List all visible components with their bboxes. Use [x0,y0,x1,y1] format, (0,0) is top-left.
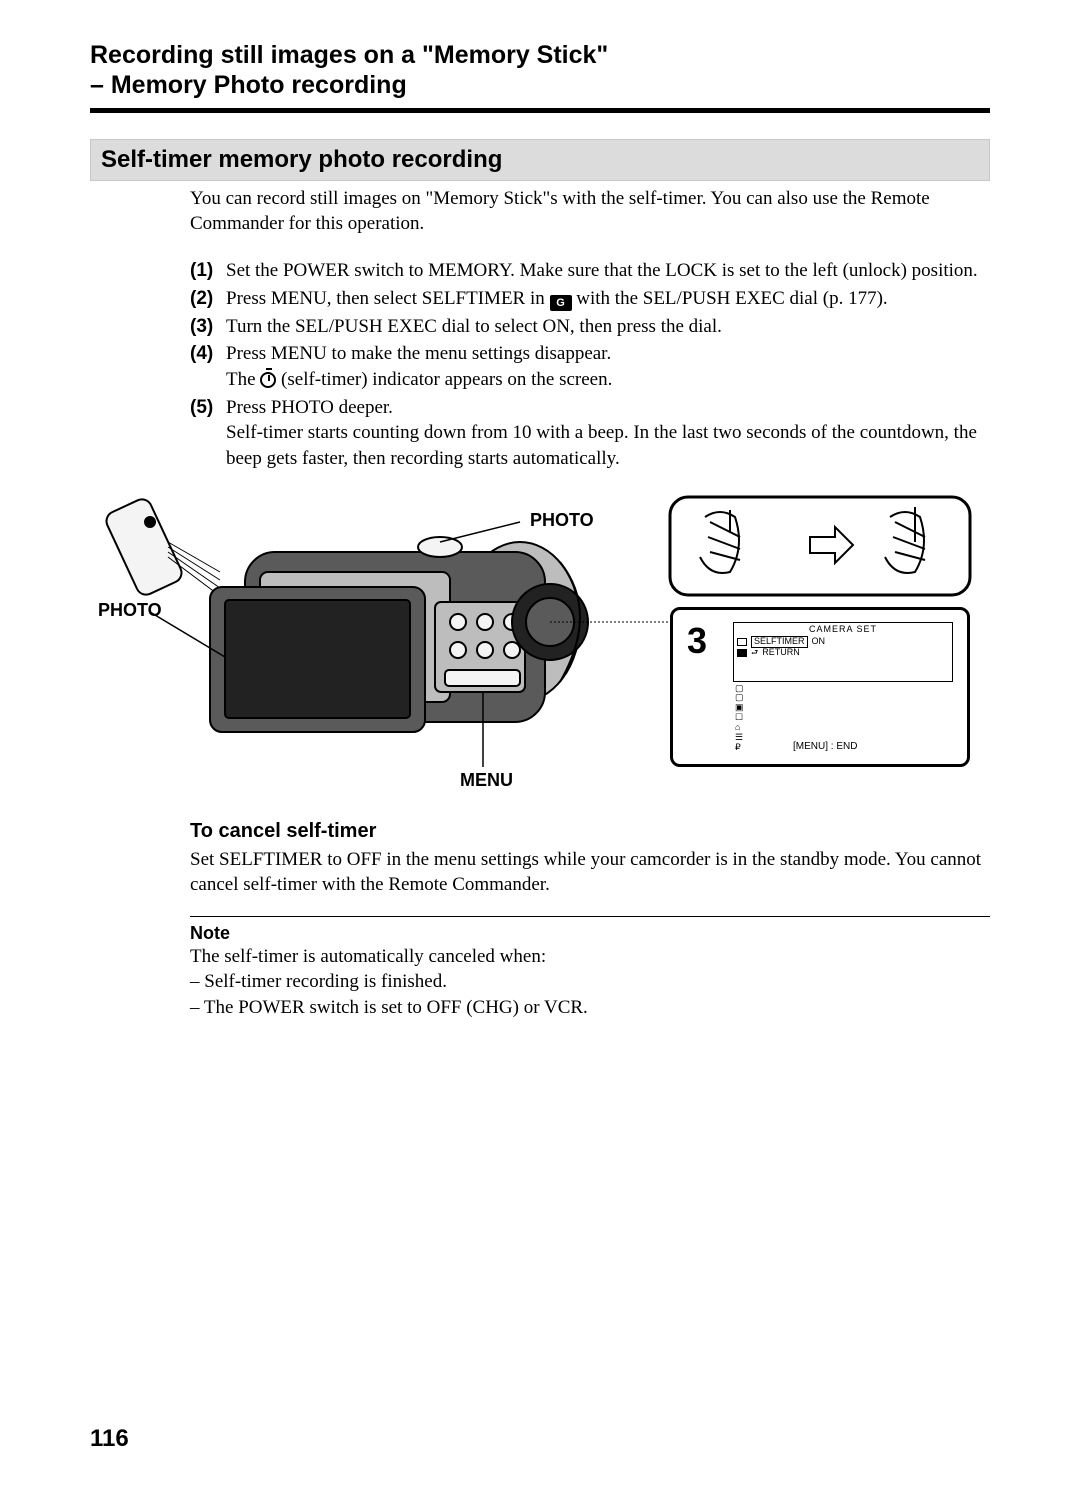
photo-label-left: PHOTO [98,600,162,621]
cancel-heading: To cancel self-timer [190,820,990,843]
step-text: Press MENU to make the menu settings dis… [226,341,990,392]
step-number: (1) [190,258,226,284]
step-3: (3) Turn the SEL/PUSH EXEC dial to selec… [190,314,990,340]
lcd-menu-panel: 3 CAMERA SET SELFTIMER ON ⮐ RETURN ▢▢▣☐⌂… [670,607,970,767]
step-4: (4) Press MENU to make the menu settings… [190,341,990,392]
step-number: (3) [190,314,226,340]
camera-menu-icon: G [550,295,572,311]
lcd-header: CAMERA SET [737,625,949,635]
note-item: – The POWER switch is set to OFF (CHG) o… [190,995,990,1021]
lcd-on: ON [812,637,826,647]
lcd-footer: [MENU] : END [793,741,857,752]
step-number: (2) [190,286,226,312]
step-list: (1) Set the POWER switch to MEMORY. Make… [190,258,990,471]
page-number: 116 [90,1425,129,1453]
note-item: – Self-timer recording is finished. [190,969,990,995]
note-heading: Note [190,923,990,944]
lcd-icon-strip: ▢▢▣☐⌂☰₽ [735,684,744,753]
step-text: Press MENU, then select SELFTIMER in G w… [226,286,990,312]
step-post: (self-timer) indicator appears on the sc… [281,369,612,390]
illustration-figure: PHOTO PHOTO MENU 3 CAMERA SET SELFTIMER … [90,492,990,802]
lcd-icon [737,649,747,657]
step-pre: Press MENU, then select SELFTIMER in [226,288,550,309]
title-rule [90,108,990,113]
self-timer-icon [260,372,276,388]
lcd-return: RETURN [762,648,800,658]
step-text: Turn the SEL/PUSH EXEC dial to select ON… [226,314,990,340]
step-1: (1) Set the POWER switch to MEMORY. Make… [190,258,990,284]
step-number: (5) [190,395,226,472]
cancel-body: Set SELFTIMER to OFF in the menu setting… [190,847,990,898]
note-rule [190,916,990,917]
step3-callout: 3 [687,620,707,662]
intro-paragraph: You can record still images on "Memory S… [190,187,990,236]
note-body: The self-timer is automatically canceled… [190,944,990,1021]
step-2: (2) Press MENU, then select SELFTIMER in… [190,286,990,312]
step-5: (5) Press PHOTO deeper. Self-timer start… [190,395,990,472]
step-number: (4) [190,341,226,392]
lcd-inner-box: CAMERA SET SELFTIMER ON ⮐ RETURN [733,622,953,682]
page-title-block: Recording still images on a "Memory Stic… [90,40,990,100]
step-text: Set the POWER switch to MEMORY. Make sur… [226,258,990,284]
note-lead: The self-timer is automatically canceled… [190,944,990,970]
step-post: with the SEL/PUSH EXEC dial (p. 177). [576,288,887,309]
menu-label: MENU [460,770,513,791]
lcd-icon [737,638,747,646]
section-banner: Self-timer memory photo recording [90,139,990,181]
title-line-1: Recording still images on a "Memory Stic… [90,40,990,70]
title-line-2: – Memory Photo recording [90,70,990,100]
step-text: Press PHOTO deeper. Self-timer starts co… [226,395,990,472]
photo-label-top: PHOTO [530,510,594,531]
